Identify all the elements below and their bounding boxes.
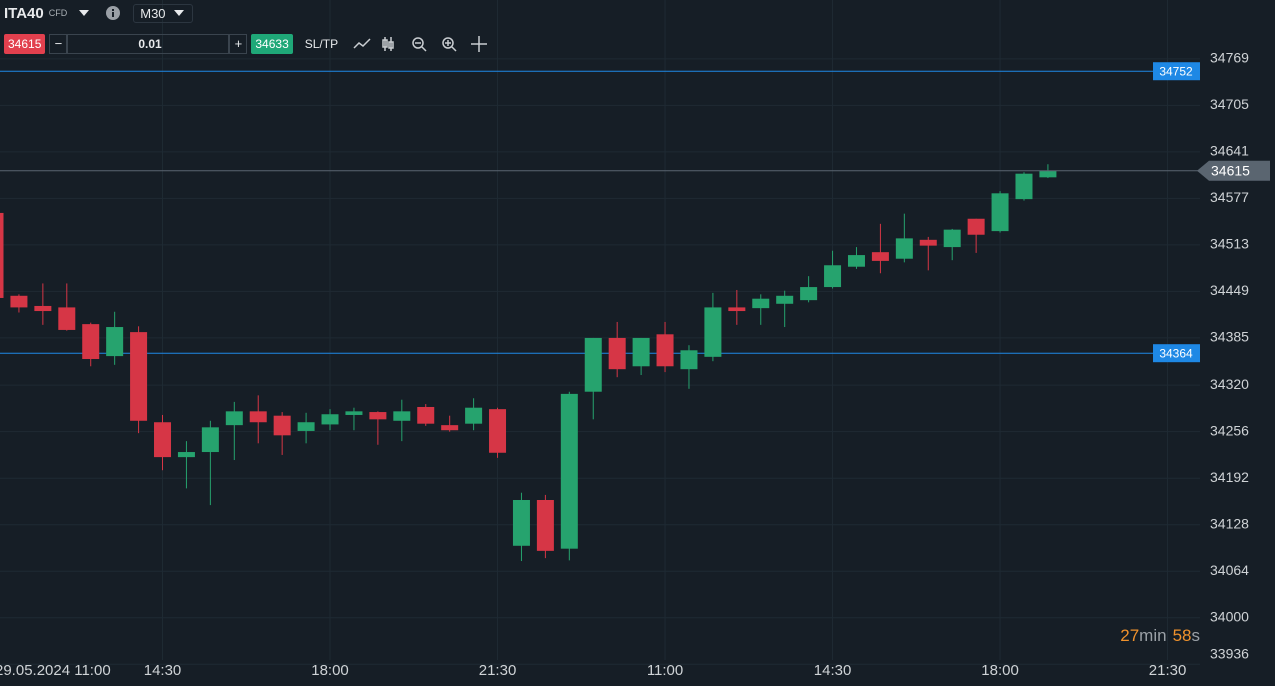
candle-body: [369, 412, 387, 420]
candle-body: [58, 307, 76, 330]
candle-body: [130, 332, 148, 421]
candle-body: [177, 452, 195, 458]
candle-body: [512, 499, 530, 546]
countdown-part: 58: [1173, 626, 1192, 645]
dropdown-icon: [173, 10, 184, 16]
x-tick-label: 18:00: [311, 662, 349, 679]
x-tick-label: 14:30: [144, 662, 182, 679]
candle-body: [0, 212, 4, 298]
candle-body: [297, 422, 315, 431]
price-line-label: 34752: [1159, 64, 1193, 78]
candle-body: [943, 229, 961, 248]
ask-price[interactable]: 34633: [251, 34, 293, 54]
volume-minus[interactable]: −: [49, 34, 68, 54]
candle-body: [10, 295, 28, 308]
candle-body: [824, 265, 842, 288]
last-price-label: 34615: [1211, 162, 1250, 178]
candle-body: [919, 239, 937, 246]
order-bar: 34615 − 0.01 + 34633 SL/TP: [4, 34, 502, 54]
price-line-tag: [1153, 344, 1200, 363]
candle-body: [847, 255, 865, 267]
countdown-part: s: [1192, 626, 1201, 645]
candle-body: [154, 422, 172, 458]
candle-body: [417, 406, 435, 424]
candle-body: [608, 337, 626, 370]
y-tick-label: 34064: [1210, 562, 1249, 578]
sltp-button[interactable]: SL/TP: [304, 37, 339, 51]
x-tick-label: 29.05.2024 11:00: [0, 662, 111, 679]
x-tick-label: 14:30: [814, 662, 852, 679]
countdown: 27min 58s: [1120, 626, 1200, 645]
candle-body: [345, 411, 363, 415]
candle-body: [465, 407, 483, 424]
candle-body: [560, 393, 578, 549]
y-tick-label: 34000: [1210, 608, 1249, 624]
candle-body: [249, 411, 267, 423]
candle-body: [752, 298, 770, 309]
candle-body: [967, 218, 985, 235]
candle-body: [1015, 173, 1033, 200]
candle-body: [536, 499, 554, 551]
candle-body: [82, 324, 100, 360]
dropdown-icon[interactable]: [77, 8, 91, 18]
candle-body: [225, 411, 243, 426]
countdown-part: min: [1139, 626, 1166, 645]
candle-body: [776, 295, 794, 304]
candle-body: [321, 414, 339, 425]
y-tick-label: 34705: [1210, 96, 1249, 112]
price-line-tag: [1153, 62, 1200, 81]
symbol-type: CFD: [48, 8, 68, 18]
x-tick-label: 11:00: [647, 662, 683, 679]
volume-plus[interactable]: +: [229, 34, 248, 54]
candle-body: [1039, 170, 1057, 178]
bid-price[interactable]: 34615: [4, 34, 46, 54]
candle-body: [680, 350, 698, 370]
candle-body: [800, 287, 818, 301]
y-tick-label: 34128: [1210, 515, 1249, 531]
symbol-bar: ITA40 CFD M30: [4, 3, 193, 23]
candle-body: [441, 425, 459, 431]
candle-body: [584, 337, 602, 392]
y-tick-label: 34641: [1210, 143, 1249, 159]
candle-body: [632, 337, 650, 367]
x-tick-label: 18:00: [981, 662, 1019, 679]
candle-body: [393, 411, 411, 421]
candle-body: [895, 238, 913, 259]
y-tick-label: 34385: [1210, 329, 1249, 345]
candle-body: [991, 193, 1009, 232]
last-price-tag: [1197, 160, 1270, 181]
y-tick-label: 34256: [1210, 422, 1249, 438]
y-tick-label: 34769: [1210, 50, 1249, 66]
y-tick-label: 34192: [1210, 469, 1249, 485]
price-line-label: 34364: [1159, 346, 1193, 360]
x-tick-label: 21:30: [1149, 662, 1187, 679]
symbol[interactable]: ITA40: [4, 4, 44, 22]
candle-body: [704, 307, 722, 357]
volume: 0.01: [138, 37, 162, 51]
candle-body: [871, 252, 889, 261]
y-tick-label: 33936: [1210, 646, 1249, 662]
y-tick-label: 34449: [1210, 282, 1249, 298]
countdown-part: 27: [1120, 626, 1139, 645]
candle-body: [34, 305, 52, 312]
timeframe-select[interactable]: M30: [133, 3, 193, 23]
y-tick-label: 34577: [1210, 189, 1249, 205]
candle-body: [656, 334, 674, 367]
volume-input[interactable]: 0.01: [67, 34, 230, 54]
y-tick-label: 34513: [1210, 236, 1249, 252]
info-icon[interactable]: [105, 5, 121, 21]
candle-body: [728, 307, 746, 312]
candle-body: [489, 409, 507, 453]
timeframe: M30: [140, 5, 166, 21]
candle-body: [201, 427, 219, 453]
candle-body: [106, 327, 124, 357]
x-tick-label: 21:30: [479, 662, 517, 679]
tool-icons[interactable]: [352, 34, 502, 54]
y-tick-label: 34320: [1210, 376, 1249, 392]
candle-body: [273, 415, 291, 436]
